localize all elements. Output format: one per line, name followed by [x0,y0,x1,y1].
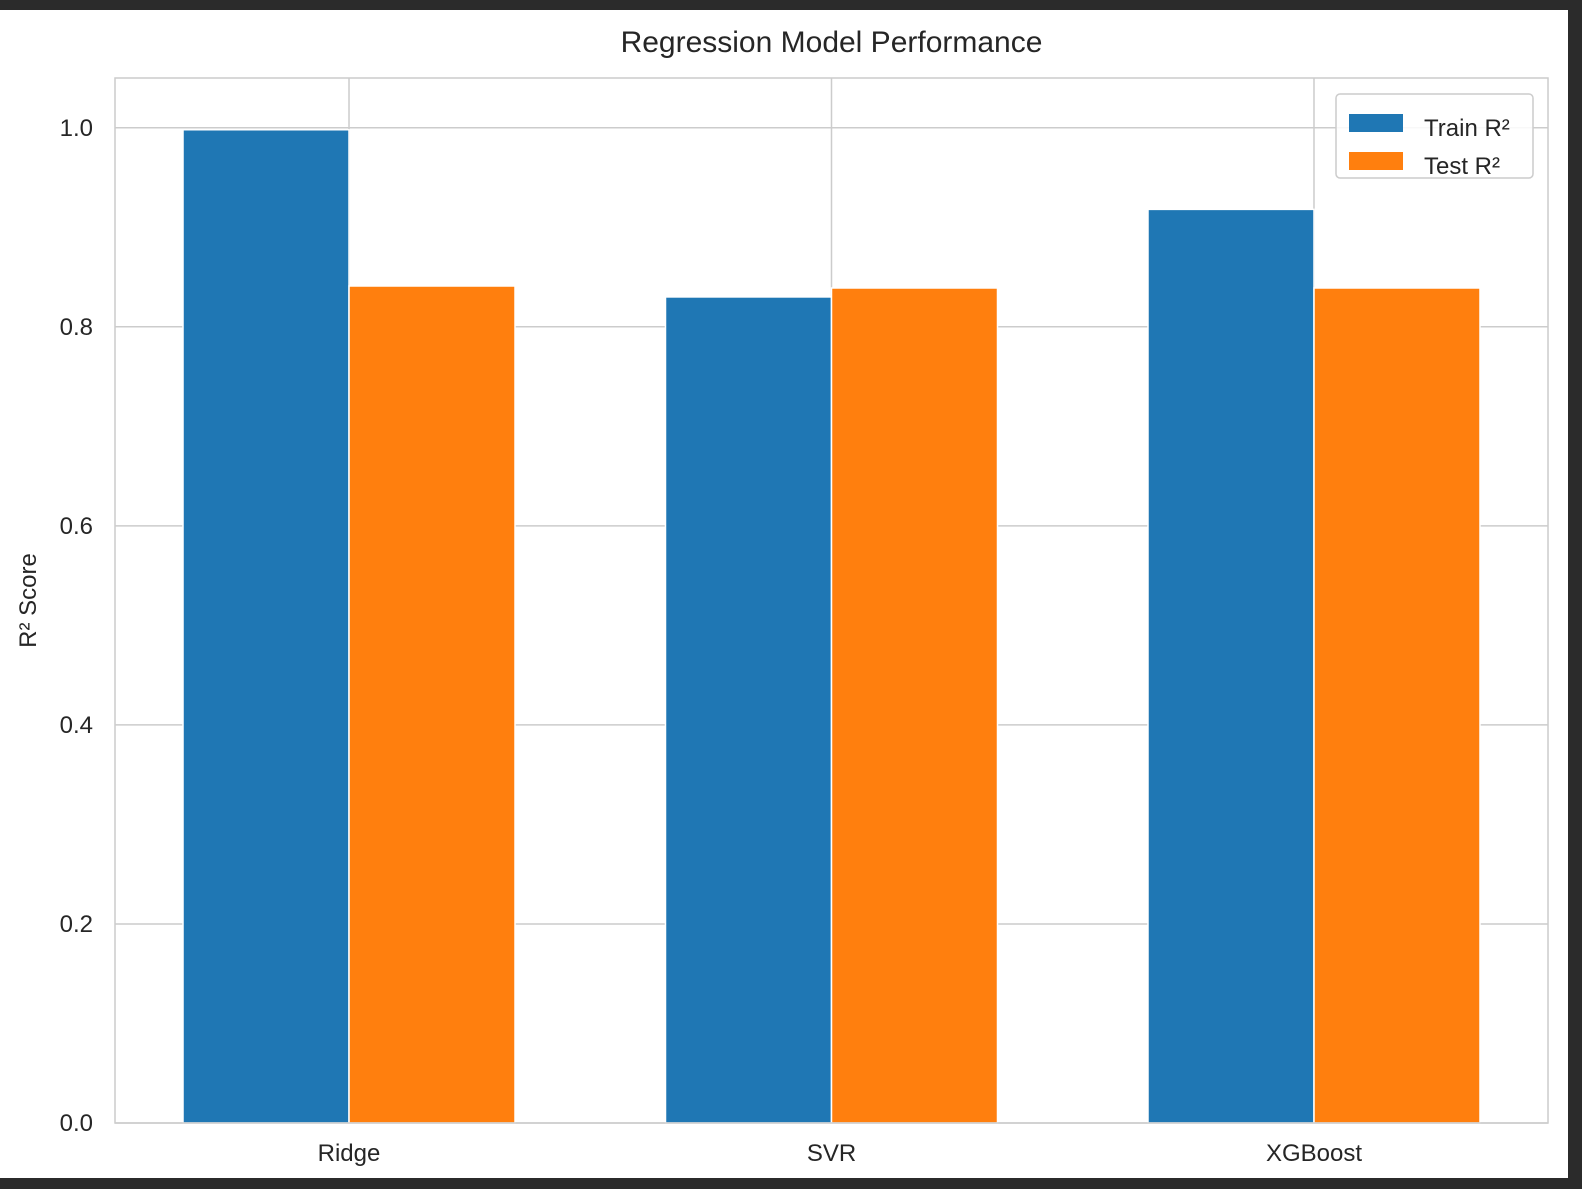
y-tick-label: 0.4 [60,712,93,739]
bar-test-svr [830,287,999,1124]
legend-swatch [1349,152,1403,170]
x-tick-label: Ridge [318,1140,381,1167]
bar-test-xgboost [1313,287,1481,1124]
bar-train-xgboost [1147,208,1315,1124]
y-axis-ticks: 0.0 0.2 0.4 0.6 0.8 1.0 [60,115,93,1137]
y-tick-label: 0.8 [60,314,93,341]
y-tick-label: 1.0 [60,115,93,142]
legend-swatch [1349,114,1403,132]
bars [182,129,1481,1124]
bar-train-svr [664,296,833,1124]
legend-label: Train R² [1424,115,1510,142]
y-tick-label: 0.6 [60,513,93,540]
plot-area-border [114,77,1549,1124]
figure: 0.0 0.2 0.4 0.6 0.8 1.0 Ridge SVR XGBoost Regre… [0,10,1568,1178]
legend: Train R² Test R² [1335,93,1534,180]
bar-chart: 0.0 0.2 0.4 0.6 0.8 1.0 Ridge SVR XGBoost Regre… [0,10,1568,1178]
bar-train-ridge [182,129,350,1124]
bar-test-ridge [348,285,516,1124]
y-tick-label: 0.0 [60,1110,93,1137]
x-axis-ticks: Ridge SVR XGBoost [318,1140,1363,1167]
chart-title: Regression Model Performance [621,26,1043,59]
x-tick-label: XGBoost [1266,1140,1362,1167]
legend-label: Test R² [1424,153,1500,180]
y-tick-label: 0.2 [60,911,93,938]
x-tick-label: SVR [807,1140,856,1167]
y-axis-label: R² Score [15,553,42,648]
